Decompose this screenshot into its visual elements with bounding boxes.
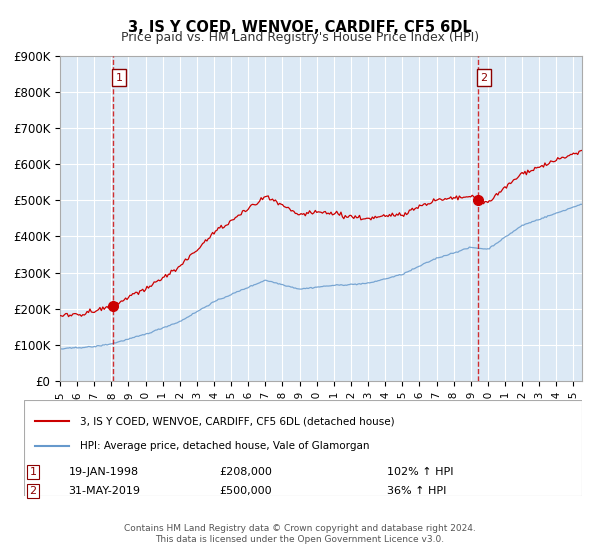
Text: 3, IS Y COED, WENVOE, CARDIFF, CF5 6DL (detached house): 3, IS Y COED, WENVOE, CARDIFF, CF5 6DL (… xyxy=(80,416,394,426)
Text: 3, IS Y COED, WENVOE, CARDIFF, CF5 6DL: 3, IS Y COED, WENVOE, CARDIFF, CF5 6DL xyxy=(128,20,472,35)
Text: Price paid vs. HM Land Registry's House Price Index (HPI): Price paid vs. HM Land Registry's House … xyxy=(121,31,479,44)
Text: 102% ↑ HPI: 102% ↑ HPI xyxy=(387,467,453,477)
Text: 31-MAY-2019: 31-MAY-2019 xyxy=(68,486,140,496)
Text: 2: 2 xyxy=(29,486,37,496)
Text: £208,000: £208,000 xyxy=(220,467,272,477)
Text: 19-JAN-1998: 19-JAN-1998 xyxy=(68,467,139,477)
Text: This data is licensed under the Open Government Licence v3.0.: This data is licensed under the Open Gov… xyxy=(155,535,445,544)
Text: 1: 1 xyxy=(115,73,122,83)
FancyBboxPatch shape xyxy=(24,400,582,496)
Text: Contains HM Land Registry data © Crown copyright and database right 2024.: Contains HM Land Registry data © Crown c… xyxy=(124,524,476,533)
Text: 36% ↑ HPI: 36% ↑ HPI xyxy=(387,486,446,496)
Text: 1: 1 xyxy=(29,467,37,477)
Text: £500,000: £500,000 xyxy=(220,486,272,496)
Text: 2: 2 xyxy=(481,73,488,83)
Text: HPI: Average price, detached house, Vale of Glamorgan: HPI: Average price, detached house, Vale… xyxy=(80,441,370,451)
